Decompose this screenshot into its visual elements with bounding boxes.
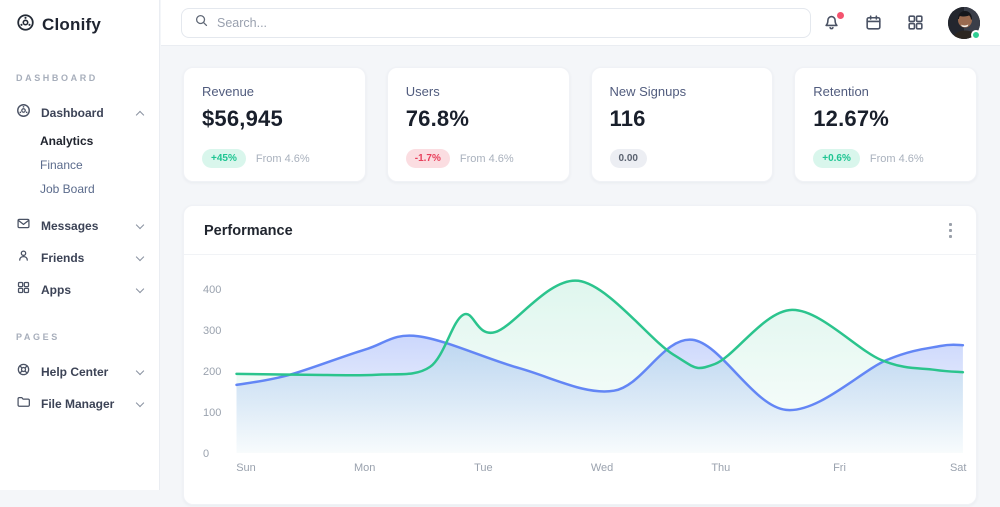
performance-title: Performance [204,223,293,239]
stat-card-users[interactable]: Users 76.8% -1.7% From 4.6% [387,67,570,182]
stat-title: Users [406,84,551,99]
sub-item-label: Analytics [40,134,93,148]
sidebar-item-label: Dashboard [41,106,127,120]
sidebar-item-friends[interactable]: Friends [0,242,159,274]
dashboard-sub-list: Analytics Finance Job Board [0,129,159,201]
stat-title: Revenue [202,84,347,99]
svg-text:400: 400 [203,284,221,296]
brand-name: Clonify [42,15,101,35]
online-status-dot [971,30,981,40]
sidebar-item-file-manager[interactable]: File Manager [0,388,159,420]
svg-text:Wed: Wed [591,462,613,474]
svg-text:100: 100 [203,407,221,419]
sidebar-item-label: Help Center [41,365,127,379]
sidebar-item-job-board[interactable]: Job Board [40,177,159,201]
sidebar-item-finance[interactable]: Finance [40,153,159,177]
svg-text:200: 200 [203,366,221,378]
friends-icon [16,248,31,268]
sidebar-item-apps[interactable]: Apps [0,274,159,306]
chevron-down-icon [136,398,144,406]
file-manager-icon [16,394,31,414]
sidebar-item-label: Apps [41,283,127,297]
topbar-actions [822,0,980,46]
help-center-icon [16,362,31,382]
sidebar-item-label: File Manager [41,397,127,411]
sidebar-item-label: Messages [41,219,127,233]
user-menu-button[interactable] [948,7,980,39]
apps-grid-button[interactable] [906,13,926,33]
sidebar-item-analytics[interactable]: Analytics [40,129,159,153]
calendar-button[interactable] [864,13,884,33]
svg-text:Fri: Fri [833,462,846,474]
stat-caption: From 4.6% [460,153,514,165]
stat-card-retention[interactable]: Retention 12.67% +0.6% From 4.6% [794,67,977,182]
performance-chart[interactable]: Sun Mon Tue Wed Thu Fri Sat 400 300 200 100 0 [184,255,978,502]
stat-badge: +45% [202,149,246,168]
notification-dot [837,12,844,19]
performance-card: Performance Sun Mon Tue Wed Thu Fri Sat 400 300… [183,205,977,505]
stat-badge: -1.7% [406,149,450,168]
search-box[interactable] [181,8,811,38]
stat-value: 76.8% [406,106,551,132]
stat-badge: 0.00 [610,149,647,168]
sidebar-section-dashboard: DASHBOARD [0,73,159,83]
svg-text:Thu: Thu [711,462,730,474]
svg-text:Tue: Tue [474,462,493,474]
sidebar-item-label: Friends [41,251,127,265]
topbar [161,0,1000,46]
search-icon [194,13,209,33]
dashboard-icon [16,103,31,123]
stat-title: Retention [813,84,958,99]
stat-badge: +0.6% [813,149,860,168]
more-options-button[interactable] [945,219,956,242]
chevron-down-icon [136,366,144,374]
stat-caption: From 4.6% [870,153,924,165]
sidebar-section-pages: PAGES [0,332,159,342]
sidebar-item-help-center[interactable]: Help Center [0,356,159,388]
stat-cards: Revenue $56,945 +45% From 4.6% Users 76.… [183,67,977,182]
chevron-up-icon [136,110,144,118]
messages-icon [16,216,31,236]
stat-value: $56,945 [202,106,347,132]
svg-text:Mon: Mon [354,462,375,474]
sidebar-item-messages[interactable]: Messages [0,210,159,242]
sub-item-label: Finance [40,158,83,172]
svg-text:Sun: Sun [236,462,256,474]
stat-caption: From 4.6% [256,153,310,165]
chevron-down-icon [136,220,144,228]
svg-text:Sat: Sat [950,462,967,474]
stat-title: New Signups [610,84,755,99]
chevron-down-icon [136,284,144,292]
stat-value: 116 [610,106,755,132]
svg-text:0: 0 [203,448,209,460]
sidebar: Clonify DASHBOARD Dashboard Analytics Fi… [0,0,160,490]
stat-value: 12.67% [813,106,958,132]
stat-card-new-signups[interactable]: New Signups 116 0.00 [591,67,774,182]
sub-item-label: Job Board [40,182,95,196]
stat-card-revenue[interactable]: Revenue $56,945 +45% From 4.6% [183,67,366,182]
brand-logo[interactable]: Clonify [0,0,159,47]
chevron-down-icon [136,252,144,260]
search-input[interactable] [217,16,798,30]
brand-logo-icon [16,13,35,37]
sidebar-item-dashboard[interactable]: Dashboard [0,97,159,129]
svg-text:300: 300 [203,325,221,337]
notifications-button[interactable] [822,13,842,33]
apps-icon [16,280,31,300]
